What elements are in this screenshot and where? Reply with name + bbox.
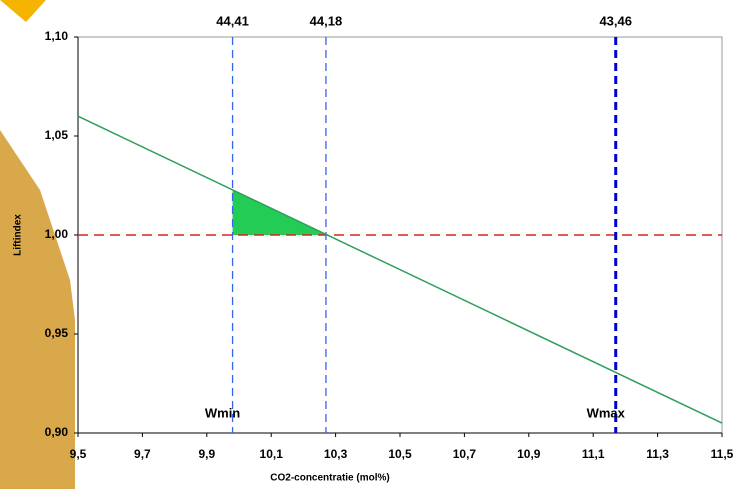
- x-tick-label: 10,5: [388, 447, 412, 461]
- x-tick-label: 9,5: [70, 447, 87, 461]
- y-tick-label: 0,95: [45, 326, 69, 340]
- x-tick-label: 10,1: [260, 447, 284, 461]
- annotation: Wmax: [587, 405, 626, 420]
- vertical-line-label: 44,18: [310, 13, 343, 28]
- vertical-line-label: 44,41: [216, 13, 249, 28]
- line: [77, 115, 723, 424]
- y-tick-label: 1,10: [45, 29, 69, 43]
- x-tick-label: 10,7: [453, 447, 477, 461]
- x-tick-label: 9,7: [134, 447, 151, 461]
- x-tick-label: 10,9: [517, 447, 541, 461]
- x-tick-label: 11,1: [582, 447, 605, 461]
- decoration: [0, 0, 46, 22]
- y-tick-label: 0,90: [45, 425, 69, 439]
- x-tick-label: 9,9: [198, 447, 215, 461]
- y-tick-label: 1,00: [45, 227, 69, 241]
- x-tick-label: 11,5: [711, 447, 734, 461]
- annotation: Wmin: [205, 405, 240, 420]
- decoration: [0, 130, 75, 489]
- vertical-line-label: 43,46: [599, 13, 632, 28]
- x-axis-label: CO2-concentratie (mol%): [270, 473, 389, 484]
- x-tick-label: 11,3: [646, 447, 669, 461]
- y-tick-label: 1,05: [45, 128, 69, 142]
- y-axis-label: Liftindex: [13, 214, 24, 256]
- x-tick-label: 10,3: [324, 447, 348, 461]
